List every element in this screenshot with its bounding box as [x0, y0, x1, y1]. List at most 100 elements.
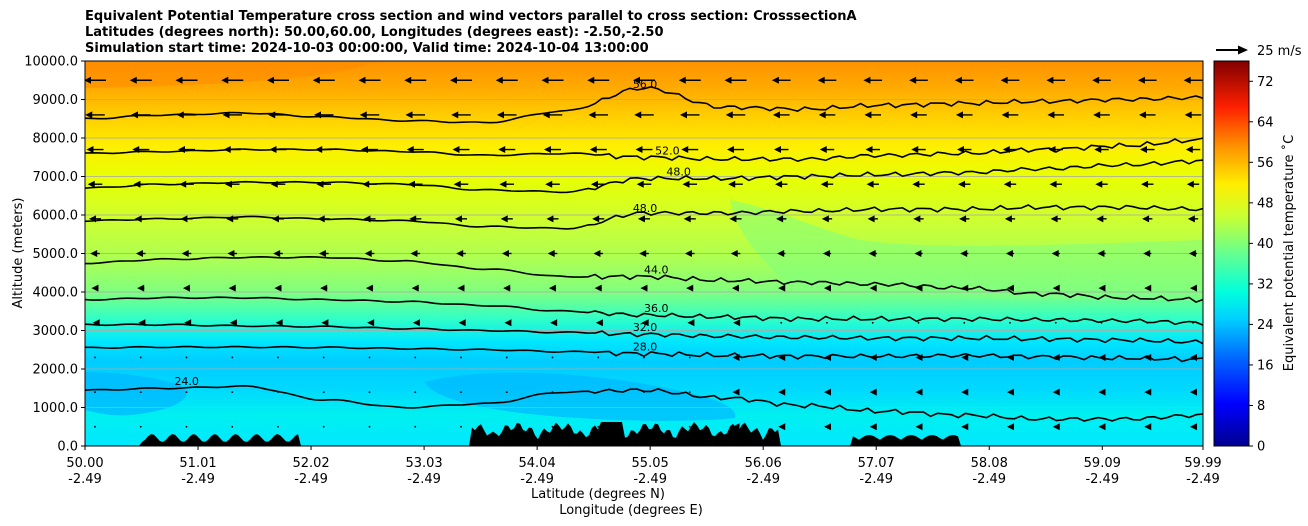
wind-vector-head [92, 319, 100, 327]
wind-vector-head [1046, 76, 1054, 84]
colorbar-tick-label: 56 [1257, 156, 1274, 171]
x-tick-label-lat: 52.02 [292, 456, 329, 471]
x-tick-label-lat: 56.06 [745, 456, 782, 471]
wind-vector-head [1092, 76, 1100, 84]
wind-vector-head [869, 388, 877, 396]
wind-vector-head [1095, 180, 1103, 188]
wind-vector-head [267, 76, 274, 84]
wind-vector-head [732, 353, 740, 361]
wind-vector-head [458, 319, 466, 327]
wind-vector-head [679, 111, 687, 119]
wind-vector-head [1144, 388, 1152, 396]
x-axis-label-longitude: Longitude (degrees E) [559, 503, 703, 518]
wind-vector-head [503, 284, 511, 292]
wind-vector-dot [277, 425, 279, 428]
wind-vector-dot [460, 391, 462, 393]
wind-key-label: 25 m/s [1257, 44, 1302, 59]
wind-vector-dot [597, 356, 600, 359]
wind-vector-head [774, 146, 782, 154]
x-tick-label-lon: -2.49 [407, 472, 441, 487]
colorbar [1213, 60, 1250, 447]
x-tick-label-lon: -2.49 [294, 472, 328, 487]
wind-vector-head [1183, 76, 1191, 84]
wind-vector-head [317, 215, 325, 223]
wind-vector-dot [460, 356, 462, 359]
wind-vector-dot [643, 425, 645, 428]
wind-vector-head [867, 215, 875, 223]
wind-vector-head [129, 76, 137, 84]
wind-vector-head [313, 111, 321, 119]
wind-vector-head [594, 284, 602, 292]
wind-vector-head [1000, 76, 1008, 84]
wind-vector-head [91, 284, 99, 292]
wind-vector-head [315, 146, 323, 154]
y-tick-label: 7000.0 [33, 170, 79, 185]
wind-vector-head [1140, 146, 1148, 154]
wind-vector-dot [688, 391, 691, 393]
contour-line [85, 255, 1203, 303]
x-tick-label-lon: -2.49 [972, 472, 1006, 487]
wind-vector-head [1143, 250, 1151, 257]
wind-vector-head [363, 215, 371, 223]
wind-vector-head [85, 76, 91, 84]
wind-vector-dot [597, 391, 600, 393]
wind-vector-head [268, 111, 276, 119]
wind-vector-dot [505, 425, 508, 428]
wind-vector-head [635, 146, 643, 154]
wind-vector-head [589, 146, 597, 154]
wind-vector-dot [139, 356, 142, 359]
y-tick-label: 4000.0 [33, 286, 79, 301]
wind-vector-head [1004, 215, 1012, 223]
wind-vector-dot [1009, 321, 1011, 324]
wind-vector-head [1189, 284, 1197, 292]
wind-vector-head [823, 284, 831, 292]
wind-vector-head [453, 180, 461, 188]
wind-vector-head [410, 250, 418, 257]
contour-label: 28.0 [633, 340, 658, 353]
wind-vector-head [731, 284, 739, 292]
wind-vector-dot [505, 356, 508, 359]
wind-vector-head [915, 284, 923, 292]
wind-vector-dot [414, 391, 417, 393]
wind-vector-head [182, 284, 190, 292]
wind-vector-head [863, 76, 871, 84]
wind-vector-head [954, 76, 962, 84]
wind-vector-dot [94, 391, 96, 393]
x-tick-label-lon: -2.49 [859, 472, 893, 487]
wind-vector-head [1137, 76, 1145, 84]
wind-vector-head [367, 319, 375, 327]
wind-vector-head [133, 180, 141, 188]
wind-vector-head [1142, 215, 1150, 223]
wind-vector-head [1050, 215, 1058, 223]
wind-vector-dot [1146, 321, 1149, 324]
wind-vector-head [732, 423, 740, 431]
wind-vector-dot [185, 425, 188, 428]
wind-vector-head [1006, 284, 1014, 292]
wind-vector-head [456, 250, 464, 257]
wind-vector-head [175, 76, 183, 84]
wind-vector-head [360, 146, 368, 154]
wind-vector-dot [368, 356, 371, 359]
colorbar-tick-label: 72 [1257, 75, 1274, 90]
wind-vector-head [960, 250, 968, 257]
warm-top-west [85, 61, 380, 88]
wind-key-arrow-icon [1238, 45, 1248, 55]
wind-vector-head [1007, 388, 1014, 396]
wind-vector-head [271, 215, 279, 223]
wind-vector-head [636, 180, 644, 188]
wind-vector-head [778, 353, 786, 361]
x-tick-label-lon: -2.49 [68, 472, 102, 487]
wind-vector-dot [551, 391, 554, 393]
wind-vector-head [1190, 388, 1197, 396]
wind-vector-head [683, 215, 691, 223]
wind-vector-head [227, 250, 235, 257]
wind-vector-head [270, 180, 278, 188]
wind-vector-head [592, 215, 600, 223]
wind-vector-head [955, 111, 963, 119]
wind-vector-dot [231, 356, 234, 359]
contour-label: 56.0 [633, 78, 658, 91]
wind-key: 25 m/s [1216, 44, 1302, 59]
wind-vector-head [818, 111, 826, 119]
